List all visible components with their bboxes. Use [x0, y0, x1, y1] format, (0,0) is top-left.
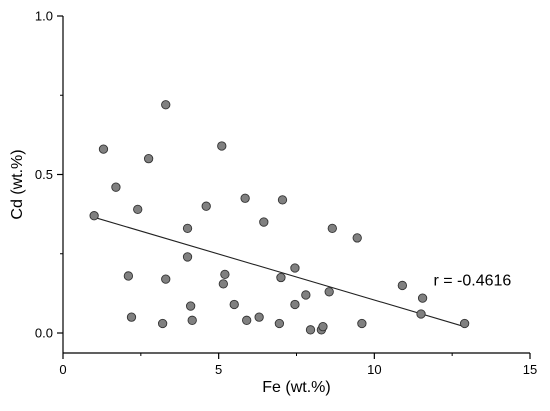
- data-point: [242, 315, 252, 325]
- data-point: [218, 279, 228, 289]
- data-point: [397, 280, 408, 291]
- correlation-annotation: r = -0.4616: [433, 273, 511, 290]
- data-point: [254, 312, 264, 322]
- data-point: [217, 141, 227, 151]
- x-tick-label: 10: [367, 362, 381, 377]
- data-point: [161, 274, 171, 284]
- data-point: [157, 318, 168, 329]
- data-point: [89, 211, 99, 221]
- data-points: [89, 100, 470, 335]
- y-axis-title: Cd (wt.%): [9, 149, 26, 219]
- x-tick-label: 5: [215, 362, 222, 377]
- data-point: [143, 153, 154, 164]
- data-point: [301, 290, 311, 300]
- data-point: [201, 201, 211, 211]
- data-point: [290, 299, 300, 310]
- data-point: [417, 293, 428, 303]
- data-point: [133, 204, 143, 215]
- data-point: [327, 223, 337, 234]
- x-tick-label: 15: [523, 362, 537, 377]
- data-point: [182, 223, 193, 234]
- y-tick-label: 0.5: [35, 167, 53, 182]
- y-tick-label: 0.0: [35, 326, 53, 341]
- data-point: [161, 100, 171, 110]
- data-point: [98, 144, 109, 154]
- data-point: [352, 233, 362, 243]
- trendline: [93, 216, 465, 328]
- data-point: [240, 193, 250, 203]
- data-point: [416, 309, 426, 319]
- data-point: [229, 299, 239, 310]
- data-point: [324, 287, 334, 297]
- x-axis-title: Fe (wt.%): [262, 379, 330, 396]
- data-point: [459, 318, 470, 329]
- data-point: [111, 182, 121, 192]
- x-tick-label: 0: [59, 362, 66, 377]
- data-point: [123, 271, 134, 281]
- data-point: [305, 325, 316, 335]
- data-point: [220, 269, 230, 280]
- data-point: [259, 217, 269, 227]
- data-point: [182, 252, 193, 262]
- data-point: [276, 272, 286, 283]
- ticks: 0 5 10 15 0.0 0.5 1.0: [35, 9, 537, 378]
- data-point: [187, 315, 197, 325]
- y-tick-label: 1.0: [35, 9, 53, 24]
- data-point: [126, 312, 137, 322]
- data-point: [318, 322, 328, 332]
- trendline-group: [93, 216, 465, 328]
- data-point: [274, 318, 285, 329]
- data-point: [290, 263, 300, 273]
- data-point: [185, 301, 196, 311]
- data-point: [277, 195, 288, 205]
- data-point: [357, 318, 367, 329]
